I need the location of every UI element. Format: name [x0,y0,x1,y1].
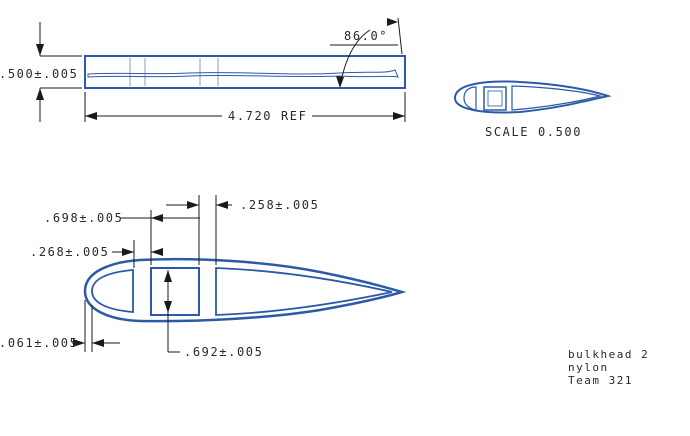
angle-dimension: 86.0° [344,29,388,43]
nose-cutout [91,269,134,313]
thickness-dimension: .500±.005 [0,67,78,81]
center-box-cutout [150,267,200,316]
bulkhead-edge-inner-line [87,69,399,78]
dimension-061: .061±.005 [0,336,78,350]
bulkhead-airfoil-outline [83,257,407,323]
length-dimension: 4.720 REF [228,109,307,123]
scale-label: SCALE 0.500 [485,125,582,139]
dimension-258: .258±.005 [240,198,319,212]
aft-cutout [215,267,393,316]
scale-view: SCALE 0.500 [453,80,612,139]
dimension-268: .268±.005 [30,245,109,259]
top-view: .500±.005 4.720 REF 86.0° [0,17,406,123]
section-view: .698±.005 .258±.005 .268±.005 .692±.005 … [0,195,407,359]
bulkhead-edge-view [84,55,406,89]
note-part-name: bulkhead 2 [568,348,649,361]
drawing-notes: bulkhead 2 nylon Team 321 [568,348,649,387]
note-team: Team 321 [568,374,633,387]
dimension-698: .698±.005 [44,211,123,225]
bulkhead-scale-outline [453,80,612,114]
note-material: nylon [568,361,609,374]
dimension-692: .692±.005 [184,345,263,359]
